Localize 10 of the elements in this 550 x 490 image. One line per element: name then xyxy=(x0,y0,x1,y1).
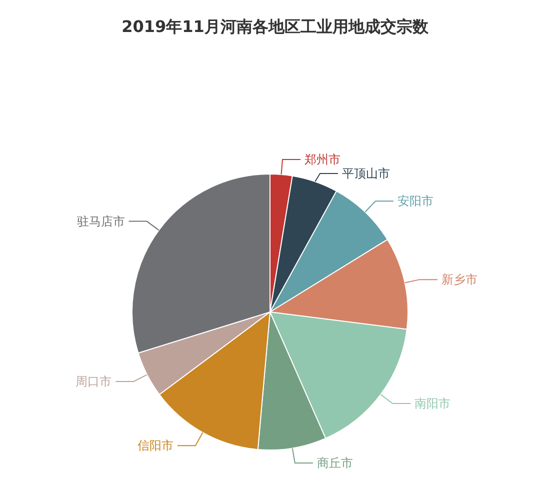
slice-label: 郑州市 xyxy=(304,152,340,167)
slice-label: 新乡市 xyxy=(442,272,478,287)
slice-label: 驻马店市 xyxy=(76,214,125,228)
slice-label: 商丘市 xyxy=(316,456,353,470)
chart-title: 2019年11月河南各地区工业用地成交宗数 xyxy=(122,17,430,36)
slice-label: 南阳市 xyxy=(414,396,451,410)
slice-label: 安阳市 xyxy=(397,194,434,208)
slice-label: 平顶山市 xyxy=(342,166,390,181)
slice-label: 周口市 xyxy=(76,374,112,388)
slice-label: 信阳市 xyxy=(137,438,174,453)
